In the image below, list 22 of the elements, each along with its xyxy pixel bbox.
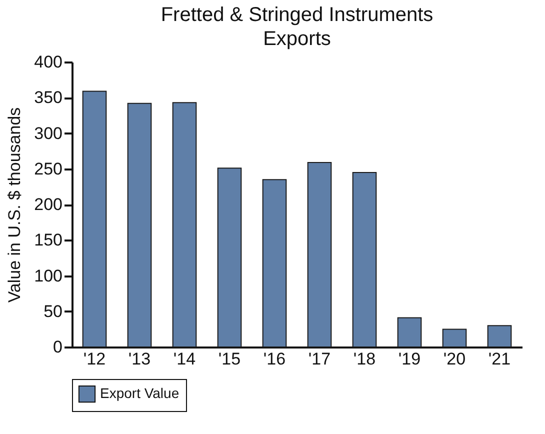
y-tick-label: 100 — [34, 266, 62, 286]
x-tick-label: '19 — [398, 350, 421, 368]
chart-title: Fretted & Stringed Instruments Exports — [160, 4, 434, 50]
x-tick-label: '18 — [353, 350, 376, 368]
y-tick-label: 400 — [34, 52, 62, 72]
y-tick-label: 0 — [53, 338, 62, 356]
y-axis-title: Value in U.S. $ thousands — [5, 107, 24, 303]
x-tick-label: '13 — [128, 350, 151, 368]
x-tick-label: '17 — [308, 350, 331, 368]
legend-label: Export Value — [100, 385, 180, 401]
y-tick-label: 150 — [34, 230, 62, 250]
x-tick-label: '14 — [173, 350, 196, 368]
y-tick-label: 50 — [44, 302, 62, 321]
y-tick-label: 300 — [34, 124, 62, 143]
x-tick-label: '12 — [83, 350, 106, 368]
y-tick-label: 250 — [34, 159, 62, 178]
x-tick-label: '16 — [263, 350, 286, 368]
y-tick-label: 200 — [34, 195, 62, 214]
x-tick-label: '15 — [218, 350, 241, 368]
y-tick-label: 350 — [34, 88, 62, 108]
x-tick-label: '21 — [488, 350, 511, 368]
x-tick-label: '20 — [443, 350, 466, 368]
